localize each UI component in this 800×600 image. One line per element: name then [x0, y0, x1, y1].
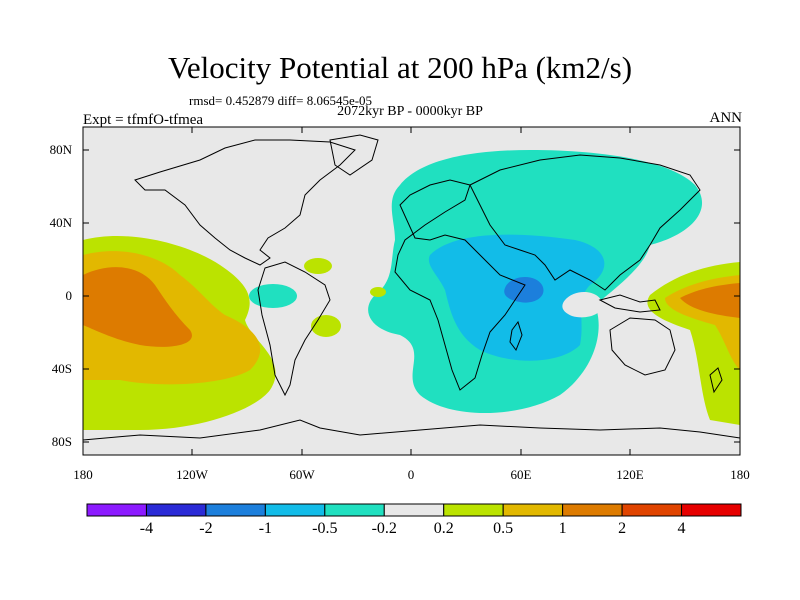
antarctica-coast: [82, 419, 741, 441]
colorbar-box: [264, 503, 326, 517]
colorbar-tick-label: 0.5: [493, 520, 514, 537]
colorbar-box: [681, 503, 742, 517]
colorbar-tick-label: -0.2: [371, 520, 397, 537]
lat-tick-label: 80N: [49, 142, 72, 157]
eastern-neutral-hole: [562, 291, 603, 318]
wpacific-orange-region: [680, 283, 740, 318]
lon-tick-label: 120E: [616, 467, 644, 482]
plot-title: Velocity Potential at 200 hPa (km2/s): [167, 50, 633, 85]
coastlines: [82, 134, 741, 441]
asia-coast: [469, 154, 701, 291]
atlantic-lime-patch: [311, 315, 341, 337]
experiment-label: Expt = tfmfO-tfmea: [83, 112, 204, 128]
blue-core-region: [504, 277, 544, 303]
pacific-orange-region: [83, 267, 192, 347]
lat-tick-label: 40S: [51, 361, 72, 376]
lon-tick-label: 180: [73, 467, 93, 482]
colorbar-box: [621, 503, 683, 517]
lon-tick-label: 0: [407, 467, 415, 482]
colorbar-box: [145, 503, 207, 517]
axis-ticks: [83, 127, 740, 455]
colorbar-tick-label: -4: [139, 520, 154, 537]
period-label: 2072kyr BP - 0000kyr BP: [337, 104, 483, 119]
colorbar-tick-label: 0.2: [433, 520, 454, 537]
lon-tick-label: 60W: [289, 467, 315, 482]
south-america-coast: [257, 261, 331, 397]
europe-africa-coast: [394, 179, 526, 391]
colorbar-tick-label: -1: [258, 520, 273, 537]
atlantic-small-lime-patch: [370, 287, 386, 297]
colorbar-box: [502, 503, 564, 517]
colorbar-box: [562, 503, 623, 517]
season-label: ANN: [709, 110, 743, 126]
colorbar-box: [443, 503, 504, 517]
lon-tick-label: 120W: [176, 467, 208, 482]
colorbar-box: [324, 503, 385, 517]
colorbar-tick-label: 4: [677, 520, 686, 537]
lat-tick-label: 40N: [49, 215, 72, 230]
lat-tick-label: 80S: [51, 434, 72, 449]
stats-line: rmsd= 0.452879 diff= 8.06545e-05: [189, 93, 373, 108]
colorbar-box: [205, 503, 266, 517]
greenland-coast: [329, 134, 379, 176]
lat-tick-label: 0: [65, 288, 73, 303]
lon-tick-label: 180: [730, 467, 750, 482]
brazil-teal-patch: [249, 284, 297, 308]
north-america-coast: [134, 139, 356, 266]
lon-tick-label: 60E: [510, 467, 532, 482]
colorbar: [86, 503, 742, 517]
colorbar-box: [86, 503, 147, 517]
colorbar-box: [383, 503, 445, 517]
caribbean-lime-patch: [304, 258, 332, 274]
new-zealand-coast: [709, 367, 723, 394]
madagascar-coast: [509, 320, 523, 352]
colorbar-tick-label: 2: [618, 520, 627, 537]
colorbar-tick-label: -2: [199, 520, 213, 537]
colorbar-tick-label: 1: [558, 520, 567, 537]
colorbar-tick-label: -0.5: [312, 520, 338, 537]
indonesia-coast: [598, 294, 661, 313]
australia-coast: [609, 317, 676, 376]
